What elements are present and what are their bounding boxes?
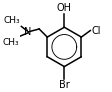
Text: CH₃: CH₃ xyxy=(2,38,19,47)
Text: Cl: Cl xyxy=(90,25,100,36)
Text: CH₃: CH₃ xyxy=(3,16,20,25)
Text: Br: Br xyxy=(58,80,69,90)
Text: OH: OH xyxy=(56,3,71,13)
Text: N: N xyxy=(24,27,31,37)
